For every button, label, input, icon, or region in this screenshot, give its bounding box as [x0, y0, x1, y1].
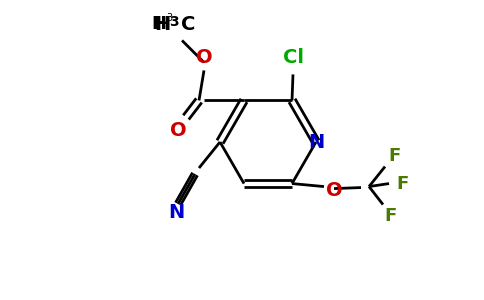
Text: F: F — [397, 175, 409, 193]
Text: O: O — [326, 181, 342, 200]
Text: Cl: Cl — [284, 48, 304, 67]
Text: H: H — [154, 15, 170, 34]
Text: C: C — [181, 15, 196, 34]
Text: O: O — [170, 121, 186, 140]
Text: 3: 3 — [169, 15, 179, 29]
Text: $_3$: $_3$ — [166, 11, 174, 24]
Text: F: F — [389, 147, 401, 165]
Text: N: N — [168, 203, 184, 223]
Text: F: F — [384, 207, 396, 225]
Text: N: N — [308, 133, 324, 152]
Text: O: O — [196, 48, 212, 67]
Text: H: H — [151, 15, 166, 33]
